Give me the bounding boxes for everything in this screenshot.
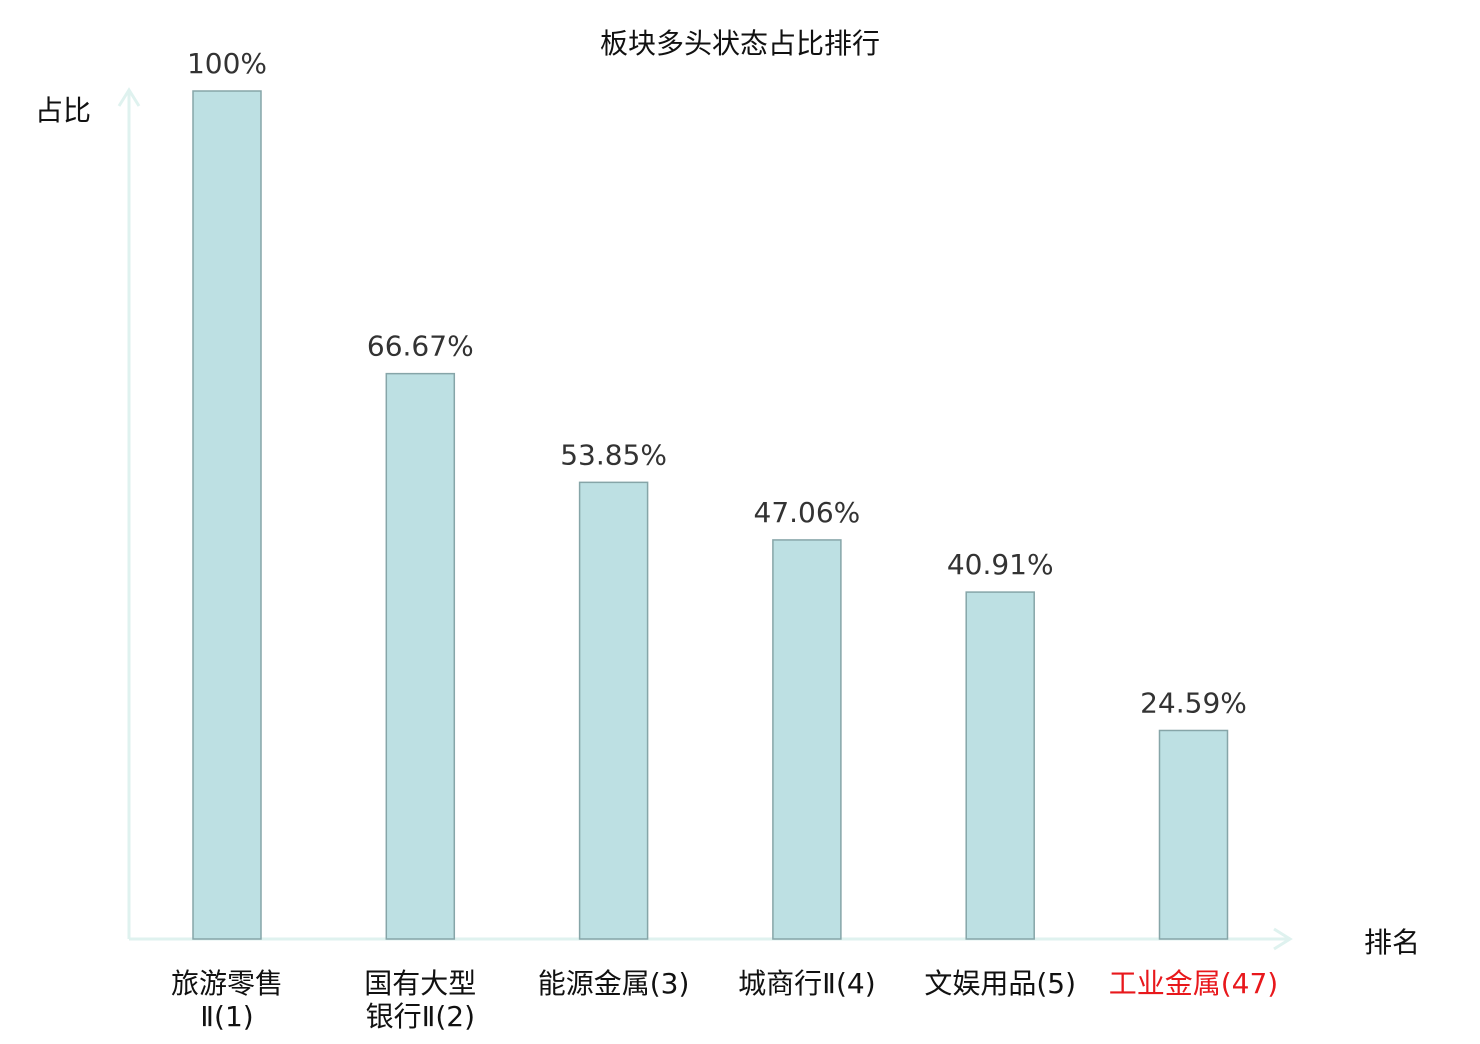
x-tick-label: Ⅱ(1): [200, 1000, 253, 1033]
x-tick-label: 文娱用品(5): [924, 967, 1076, 1000]
value-label: 66.67%: [367, 330, 474, 363]
value-label: 100%: [187, 47, 267, 80]
x-axis-label: 排名: [1364, 926, 1420, 959]
x-tick-label: 工业金属(47): [1109, 967, 1278, 1000]
x-tick-label: 能源金属(3): [538, 967, 690, 1000]
x-tick-label: 银行Ⅱ(2): [366, 1000, 475, 1033]
bar: [772, 539, 842, 940]
bar: [578, 481, 649, 940]
x-tick-label: 旅游零售: [171, 967, 283, 1000]
bar: [192, 90, 262, 940]
value-label: 24.59%: [1140, 686, 1247, 719]
x-axis-arrow-icon: [1273, 927, 1293, 951]
bar: [965, 591, 1035, 940]
y-axis-arrow-icon: [117, 87, 141, 107]
value-label: 53.85%: [560, 438, 667, 471]
y-axis-label: 占比: [35, 94, 91, 127]
bar: [385, 372, 456, 940]
value-label: 40.91%: [947, 548, 1054, 581]
value-label: 47.06%: [754, 496, 861, 529]
x-tick-label: 城商行Ⅱ(4): [738, 967, 875, 1000]
x-tick-label: 国有大型: [364, 967, 476, 1000]
chart-title: 板块多头状态占比排行: [600, 27, 880, 60]
bar: [1158, 729, 1229, 940]
